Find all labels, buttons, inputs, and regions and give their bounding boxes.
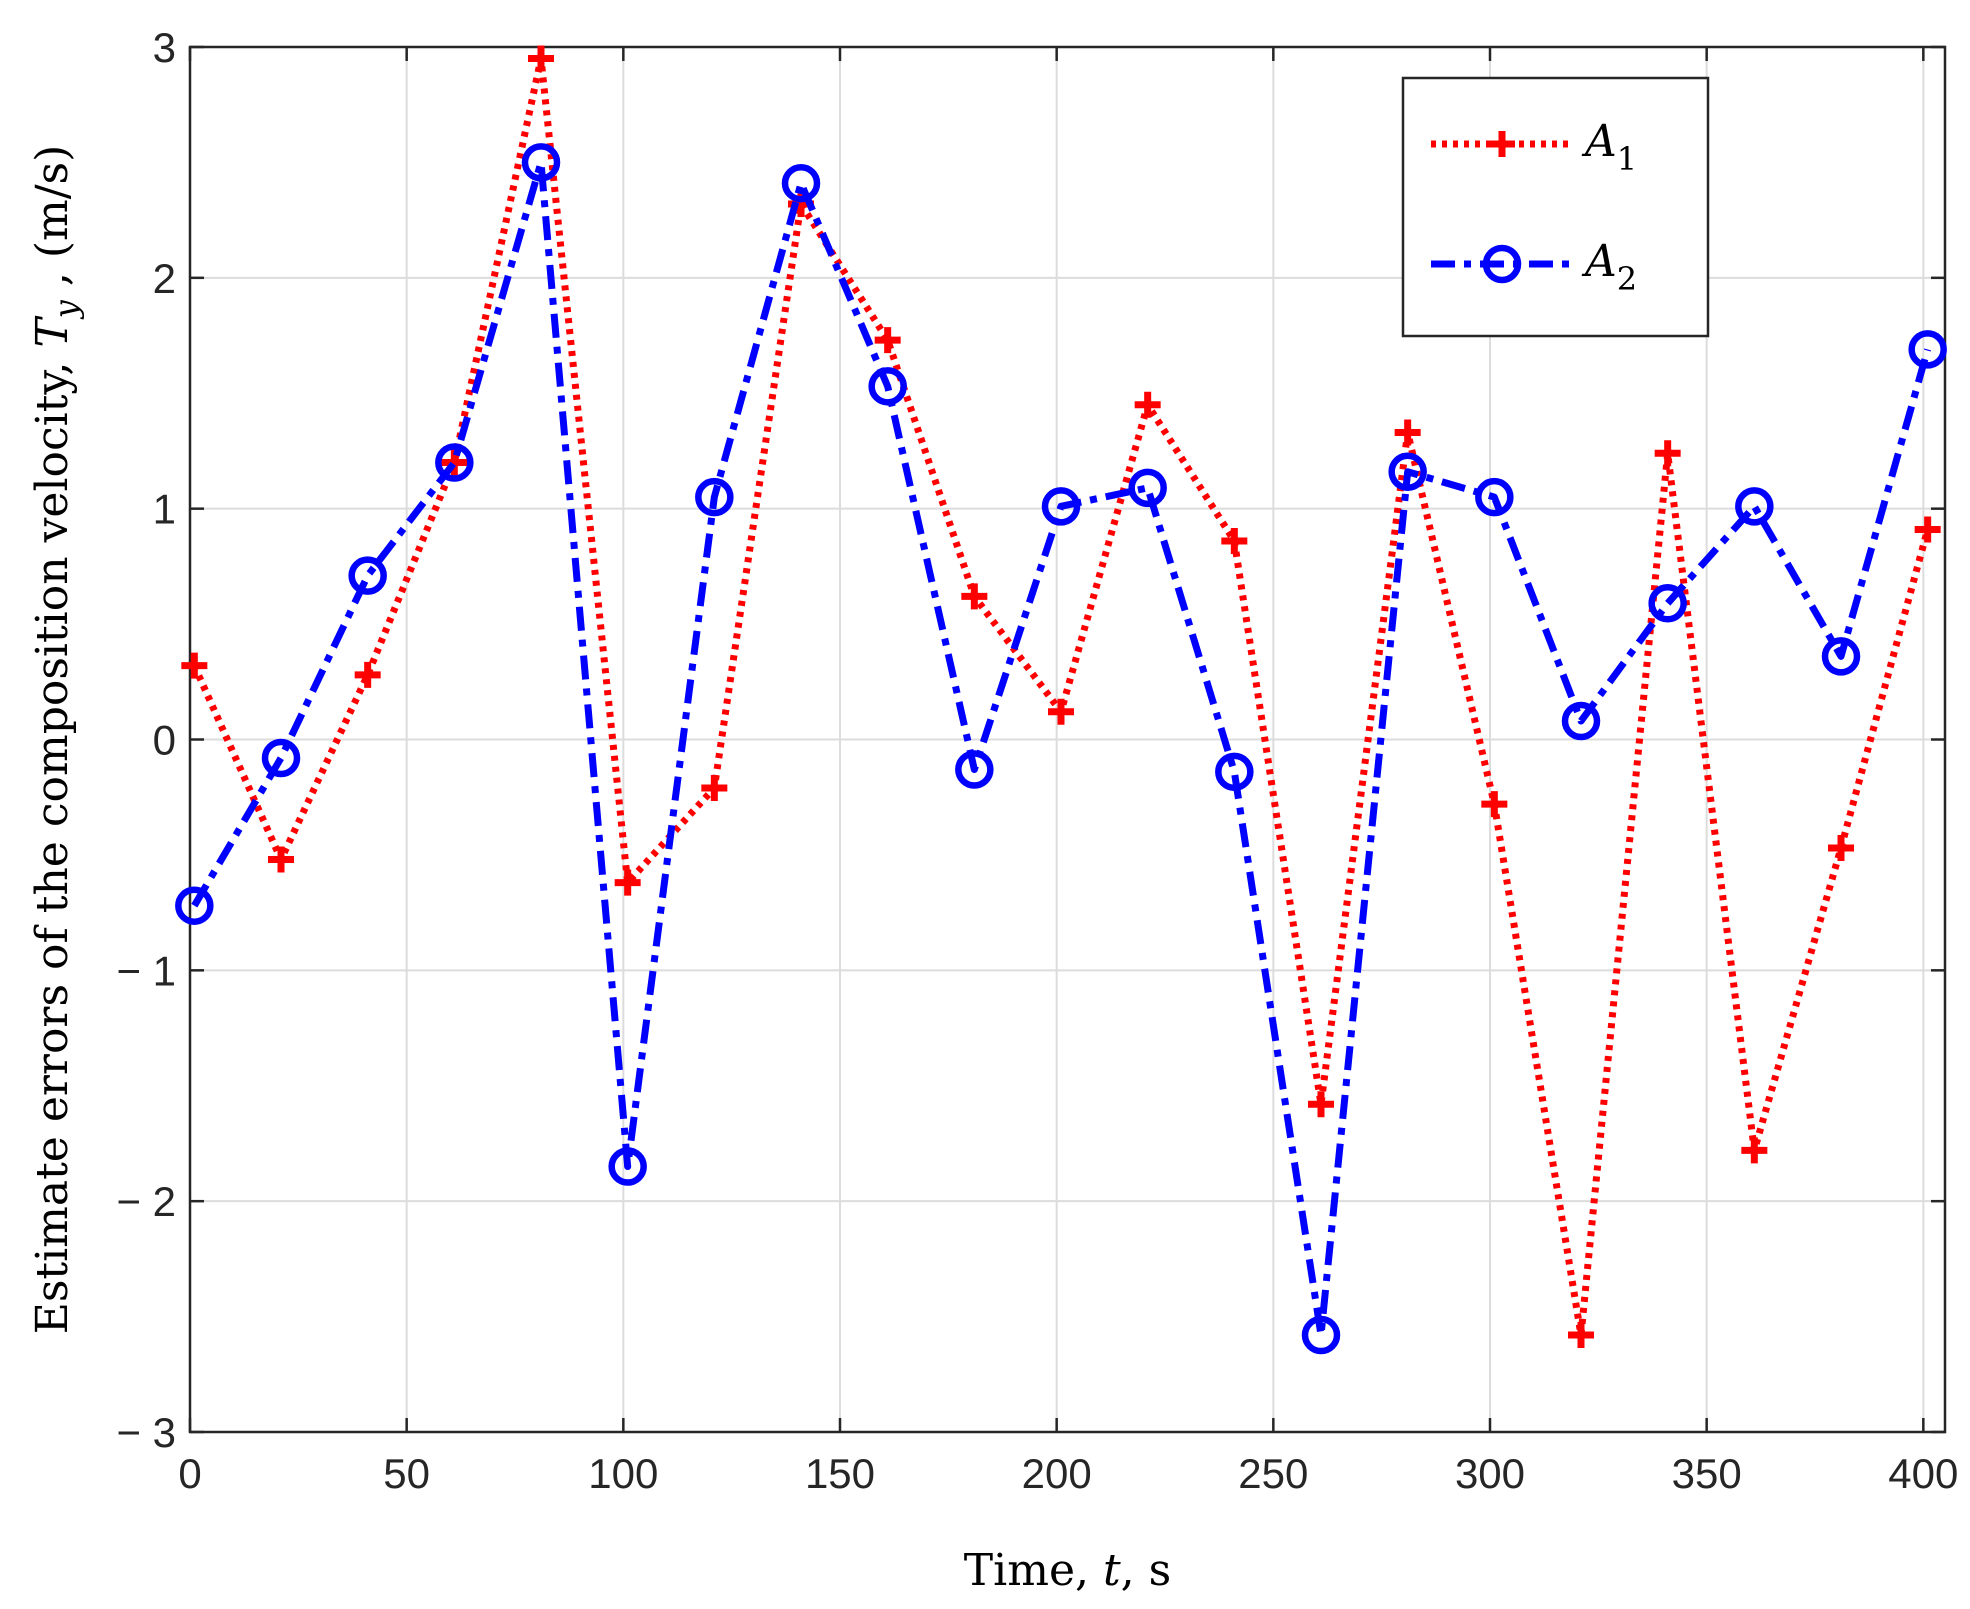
legend-marker bbox=[1489, 131, 1515, 157]
series-A2 bbox=[175, 143, 1947, 1355]
data-point-A1 bbox=[614, 869, 641, 896]
data-point-A2 bbox=[261, 738, 301, 778]
data-point-A2 bbox=[1388, 452, 1427, 491]
data-point-A1 bbox=[701, 774, 728, 801]
data-point-A1 bbox=[1741, 1137, 1768, 1164]
data-point-A2 bbox=[781, 163, 821, 203]
y-tick-label: 2 bbox=[153, 255, 176, 302]
grid bbox=[189, 46, 1945, 1433]
series-line-A2 bbox=[191, 158, 1932, 1339]
data-point-A2 bbox=[608, 1147, 647, 1186]
x-tick-label: 300 bbox=[1455, 1450, 1525, 1497]
data-point-A2 bbox=[435, 443, 474, 482]
data-point-A2 bbox=[1475, 477, 1514, 517]
data-point-A2 bbox=[1821, 637, 1861, 676]
data-point-A1 bbox=[1828, 834, 1854, 861]
legend-marker bbox=[1482, 244, 1522, 284]
data-point-A1 bbox=[1308, 1091, 1334, 1118]
data-point-A1 bbox=[1481, 791, 1508, 818]
data-point-A2 bbox=[1908, 330, 1947, 369]
y-tick-label: 0 bbox=[153, 717, 176, 764]
data-point-A1 bbox=[1394, 419, 1421, 446]
x-tick-label: 150 bbox=[805, 1450, 875, 1497]
legend-label: A1 bbox=[1581, 116, 1637, 178]
data-point-A1 bbox=[874, 327, 901, 354]
y-tick-label: 3 bbox=[153, 24, 176, 71]
x-tick-label: 250 bbox=[1238, 1450, 1308, 1497]
data-point-A2 bbox=[521, 143, 561, 182]
data-point-A2 bbox=[955, 750, 994, 789]
x-tick-label: 50 bbox=[383, 1450, 430, 1497]
y-tick-label: − 2 bbox=[116, 1178, 176, 1225]
data-point-A1 bbox=[1914, 516, 1941, 543]
y-tick-label: − 1 bbox=[116, 947, 176, 994]
data-point-A1 bbox=[1568, 1322, 1594, 1349]
x-tick-label: 400 bbox=[1888, 1450, 1958, 1497]
legend-label: A2 bbox=[1581, 236, 1637, 298]
legend-box bbox=[1401, 76, 1710, 338]
x-tick-label: 350 bbox=[1672, 1450, 1742, 1497]
data-point-A2 bbox=[695, 477, 734, 517]
data-point-A2 bbox=[1041, 487, 1081, 526]
data-point-A1 bbox=[181, 652, 208, 679]
data-point-A1 bbox=[268, 846, 294, 873]
y-axis-label: Estimate errors of the composition veloc… bbox=[27, 145, 85, 1335]
data-point-A1 bbox=[1654, 440, 1681, 467]
data-point-A2 bbox=[1561, 701, 1601, 741]
data-point-A2 bbox=[1301, 1315, 1341, 1355]
legend-entry-A2: A2 bbox=[1431, 236, 1637, 298]
y-tick-label: − 3 bbox=[116, 1409, 176, 1456]
data-point-A2 bbox=[1735, 487, 1774, 526]
data-point-A1 bbox=[354, 661, 381, 688]
axis-ticks: 0 50 100 150 200 250 300 350 400 − 3 − 2 − 1 0 1 2 3 bbox=[116, 24, 1958, 1497]
data-point-A2 bbox=[1648, 584, 1687, 623]
data-point-A2 bbox=[1215, 752, 1254, 792]
data-point-A2 bbox=[1128, 468, 1167, 508]
data-point-A1 bbox=[961, 583, 988, 610]
data-point-A2 bbox=[348, 556, 387, 595]
series-A1 bbox=[181, 45, 1941, 1349]
data-point-A1 bbox=[1221, 527, 1248, 554]
y-tick-label: 1 bbox=[153, 486, 176, 533]
x-tick-label: 100 bbox=[588, 1450, 658, 1497]
x-tick-label: 0 bbox=[178, 1450, 201, 1497]
legend: A1 A2 bbox=[1401, 76, 1710, 338]
data-point-A2 bbox=[868, 367, 907, 406]
legend-entry-A1: A1 bbox=[1431, 116, 1637, 178]
x-axis-label: Time, t, s bbox=[964, 1545, 1171, 1596]
data-point-A1 bbox=[1048, 698, 1074, 725]
data-point-A1 bbox=[528, 45, 554, 72]
data-point-A1 bbox=[1134, 391, 1161, 418]
series bbox=[175, 45, 1947, 1355]
data-point-A2 bbox=[175, 886, 214, 925]
x-tick-label: 200 bbox=[1022, 1450, 1092, 1497]
